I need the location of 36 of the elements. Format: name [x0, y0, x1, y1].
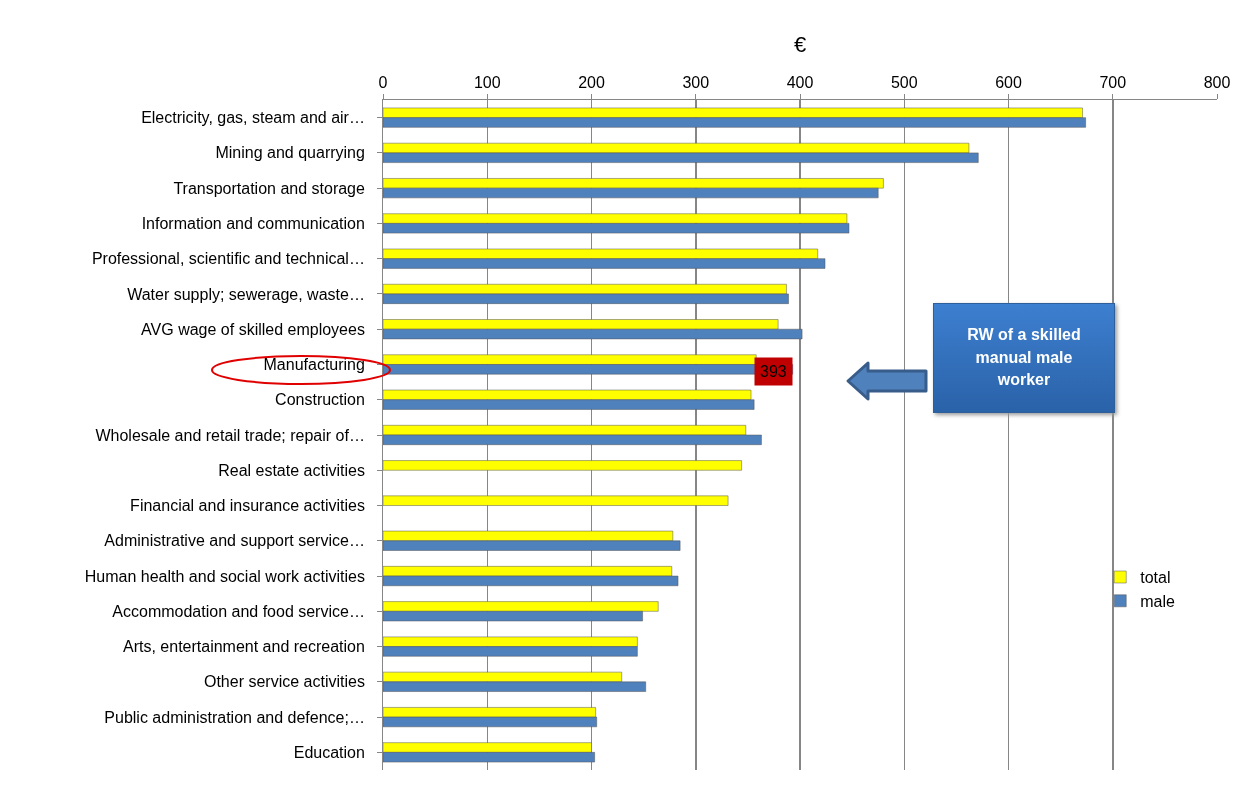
x-tick-label: 800 — [1203, 73, 1231, 91]
legend-label: male — [1140, 593, 1176, 611]
annotation: RW of a skilled manual male worker — [967, 325, 1081, 391]
x-tick-label: 0 — [378, 73, 388, 91]
y-tick-label: Wholesale and retail trade; repair of… — [95, 426, 374, 444]
y-tick-label: Real estate activities — [218, 461, 374, 479]
y-tick-label: Accommodation and food service… — [112, 602, 374, 620]
x-axis-title: € — [793, 32, 807, 58]
y-tick-label: Education — [293, 743, 374, 761]
y-tick-label: Professional, scientific and technical… — [91, 250, 374, 268]
y-tick-label: Arts, entertainment and recreation — [123, 638, 374, 656]
y-tick-label: Construction — [275, 391, 374, 409]
x-tick-label: 600 — [995, 73, 1022, 91]
y-tick-label: Information and communication — [141, 215, 374, 233]
x-tick-label: 400 — [786, 73, 814, 91]
y-tick-label: Transportation and storage — [173, 179, 374, 197]
y-tick-label: Mining and quarrying — [215, 144, 374, 162]
legend-label: total — [1140, 569, 1171, 587]
y-tick-label: Administrative and support service… — [104, 532, 374, 550]
x-tick-label: 100 — [473, 73, 501, 91]
x-tick-label: 300 — [682, 73, 710, 91]
y-tick-label: Financial and insurance activities — [130, 497, 374, 515]
y-tick-label: Manufacturing — [263, 356, 374, 374]
bar — [383, 460, 742, 471]
x-tick-label: 500 — [890, 73, 918, 91]
x-tick-label: 700 — [1099, 73, 1127, 91]
bar — [383, 495, 729, 506]
y-tick-label: Human health and social work activities — [84, 567, 374, 585]
callout-box: RW of a skilled manual male worker — [933, 303, 1115, 413]
y-tick-label: Public administration and defence;… — [104, 708, 374, 726]
x-tick-label: 200 — [578, 73, 605, 91]
y-tick-label: Other service activities — [203, 673, 374, 691]
y-tick-label: AVG wage of skilled employees — [141, 320, 374, 338]
y-tick-label: Water supply; sewerage, waste… — [127, 285, 374, 303]
data-label: 393 — [760, 363, 787, 380]
y-tick-label: Electricity, gas, steam and air… — [141, 109, 374, 127]
